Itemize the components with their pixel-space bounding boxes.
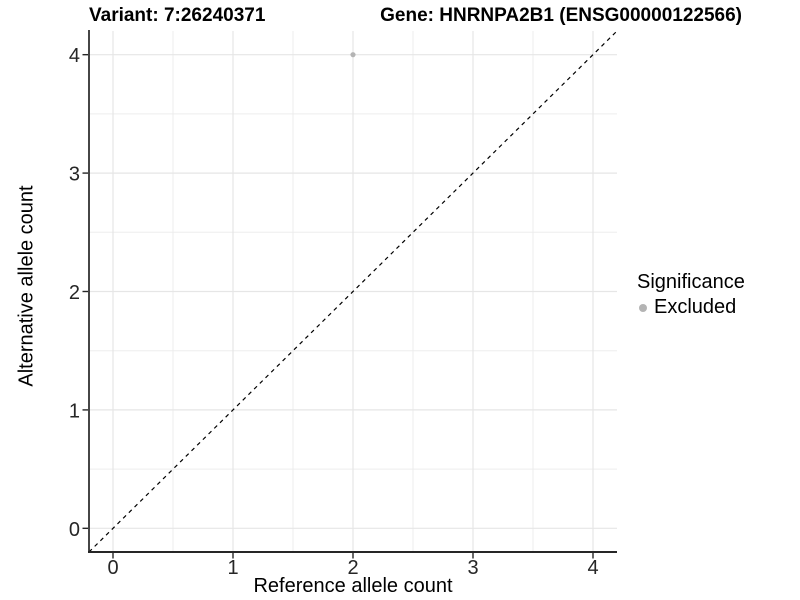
variant-title: Variant: 7:26240371 [89, 5, 266, 26]
y-tick-label: 3 [69, 164, 80, 186]
y-tick-label: 2 [69, 282, 80, 304]
x-axis-title: Reference allele count [253, 575, 453, 597]
x-tick-label: 0 [107, 557, 118, 579]
legend-title: Significance [637, 271, 745, 293]
x-tick-label: 2 [347, 557, 358, 579]
gene-title: Gene: HNRNPA2B1 (ENSG00000122566) [380, 5, 742, 26]
y-tick-label: 1 [69, 400, 80, 422]
y-tick-label: 4 [69, 45, 80, 67]
x-tick-label: 1 [227, 557, 238, 579]
excluded-point-icon [639, 303, 647, 312]
data-point [350, 52, 356, 58]
legend-item-label: Excluded [654, 296, 737, 318]
legend-item-excluded: Excluded [637, 296, 745, 319]
y-axis-title: Alternative allele count [15, 185, 38, 387]
x-tick-label: 3 [467, 557, 478, 579]
identity-line [88, 30, 618, 553]
x-tick-label: 4 [587, 557, 598, 579]
y-tick-label: 0 [69, 519, 80, 541]
legend: Significance Excluded [637, 271, 745, 319]
